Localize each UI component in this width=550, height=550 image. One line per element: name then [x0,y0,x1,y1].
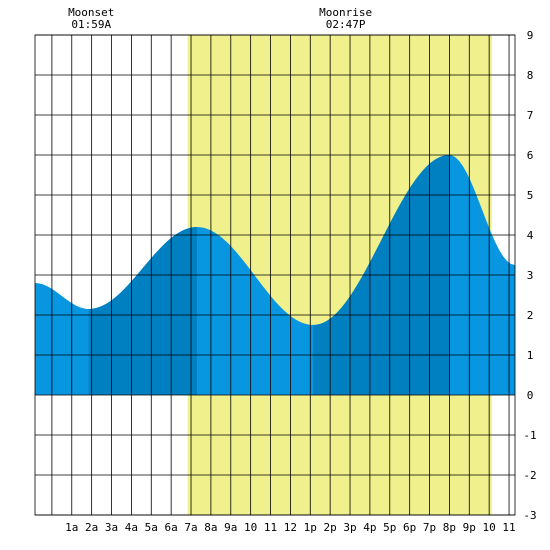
plot-frame [34,34,516,516]
x-tick-label: 9p [463,521,476,534]
x-tick-label: 11 [264,521,277,534]
x-tick-label: 3a [105,521,118,534]
y-tick-label: 3 [527,269,534,282]
x-tick-label: 9a [224,521,237,534]
x-tick-label: 3p [343,521,356,534]
moon-event-time: 01:59A [71,18,111,31]
x-tick-label: 11 [502,521,515,534]
x-tick-label: 12 [284,521,297,534]
grid-layer [34,34,516,516]
x-tick-label: 6p [403,521,416,534]
x-tick-label: 8p [443,521,456,534]
x-tick-label: 4p [363,521,376,534]
x-tick-label: 1p [304,521,317,534]
y-tick-label: -2 [523,469,536,482]
x-tick-label: 8a [204,521,217,534]
y-tick-label: 6 [527,149,534,162]
y-tick-label: 2 [527,309,534,322]
tide-rising-band [88,227,197,395]
x-tick-label: 5a [145,521,158,534]
x-tick-label: 7p [423,521,436,534]
x-tick-label: 4a [125,521,138,534]
y-tick-label: 5 [527,189,534,202]
y-tick-label: -1 [523,429,536,442]
x-tick-label: 1a [65,521,78,534]
moon-event-label: Moonset [68,6,114,19]
x-tick-label: 10 [483,521,496,534]
y-tick-label: 1 [527,349,534,362]
x-tick-label: 6a [165,521,178,534]
y-tick-label: 0 [527,389,534,402]
x-tick-label: 5p [383,521,396,534]
x-tick-label: 7a [184,521,197,534]
y-tick-label: 4 [527,229,534,242]
x-tick-label: 2p [324,521,337,534]
x-tick-label: 10 [244,521,257,534]
x-tick-label: 2a [85,521,98,534]
y-tick-label: 8 [527,69,534,82]
y-tick-label: 9 [527,29,534,42]
y-tick-label: 7 [527,109,534,122]
moon-event-label: Moonrise [319,6,372,19]
y-tick-label: -3 [523,509,536,522]
moon-event-time: 02:47P [326,18,366,31]
